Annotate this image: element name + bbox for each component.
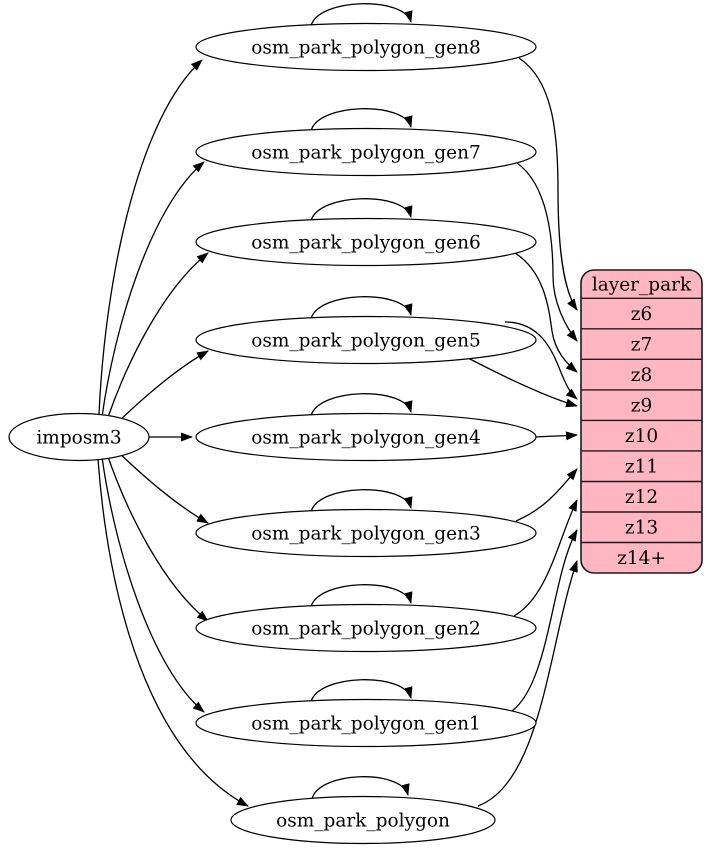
edge-gen5-to-z9-b — [467, 357, 578, 408]
self-update-loops — [310, 3, 413, 800]
node-osm-park-polygon-shape — [230, 795, 496, 845]
record-row-z9: z9 — [631, 396, 653, 417]
record-row-z12: z12 — [625, 487, 658, 508]
node-gen4-shape — [195, 412, 537, 462]
node-gen1-shape — [195, 698, 537, 748]
edge-gen2-to-z12 — [513, 499, 578, 617]
node-imposm3-label: imposm3 — [36, 428, 121, 449]
node-gen1-label: osm_park_polygon_gen1 — [251, 714, 481, 735]
edges-to-layer-rows — [467, 57, 578, 807]
node-gen4-label: osm_park_polygon_gen4 — [251, 428, 481, 449]
node-osm-park-polygon: osm_park_polygon — [230, 795, 496, 845]
edge-gen6-to-z8 — [514, 252, 578, 373]
record-row-z6: z6 — [631, 304, 653, 325]
edge-gen7-to-z7 — [516, 162, 578, 342]
node-osm-park-polygon-gen8: osm_park_polygon_gen8 — [195, 22, 537, 72]
node-gen7-shape — [195, 127, 537, 177]
self-loop-gen8 — [310, 3, 413, 27]
node-osm-park-polygon-gen7: osm_park_polygon_gen7 — [195, 127, 537, 177]
node-gen6-label: osm_park_polygon_gen6 — [251, 233, 481, 254]
record-row-z14: z14+ — [617, 548, 666, 569]
record-layer-park-body — [580, 269, 703, 574]
node-gen3-label: osm_park_polygon_gen3 — [251, 524, 481, 545]
node-imposm3-shape — [8, 412, 150, 462]
node-gen8-shape — [195, 22, 537, 72]
edge-gen4-to-z10 — [535, 431, 578, 441]
edge-imposm3-to-gen2 — [106, 453, 209, 622]
node-gen7-label: osm_park_polygon_gen7 — [251, 143, 481, 164]
edge-imposm3-to-gen1 — [101, 456, 205, 713]
node-gen8-label: osm_park_polygon_gen8 — [251, 38, 481, 59]
record-row-z8: z8 — [631, 365, 653, 386]
record-title: layer_park — [592, 275, 692, 296]
node-gen3-shape — [195, 508, 537, 558]
edge-imposm3-to-gen3 — [115, 449, 209, 524]
node-osm-park-polygon-gen2: osm_park_polygon_gen2 — [195, 603, 537, 653]
node-osm-park-polygon-gen1: osm_park_polygon_gen1 — [195, 698, 537, 748]
self-loop-gen3 — [310, 489, 413, 513]
edge-gen8-to-z6 — [518, 57, 578, 311]
record-layer-park: layer_park z6 z7 z8 z9 z10 z11 z12 z13 z… — [580, 269, 703, 574]
self-loop-gen7 — [310, 108, 413, 132]
record-row-z7: z7 — [631, 335, 653, 356]
edge-gen5-to-z9-a — [504, 321, 578, 400]
self-loop-gen5 — [310, 296, 413, 320]
node-imposm3: imposm3 — [8, 412, 150, 462]
self-loop-gen6 — [310, 198, 413, 222]
edge-osm-park-polygon-to-z14 — [477, 560, 578, 807]
node-osm-park-polygon-label: osm_park_polygon — [276, 811, 450, 832]
edge-imposm3-to-gen7 — [101, 161, 205, 418]
node-osm-park-polygon-gen3: osm_park_polygon_gen3 — [195, 508, 537, 558]
edge-imposm3-to-gen6 — [106, 252, 209, 421]
edge-imposm3-to-gen5 — [115, 350, 209, 425]
node-gen2-label: osm_park_polygon_gen2 — [251, 619, 481, 640]
record-row-z11: z11 — [625, 457, 658, 478]
edge-gen1-to-z13 — [511, 529, 578, 712]
edge-gen3-to-z11 — [515, 468, 578, 522]
node-gen5-shape — [195, 315, 537, 365]
node-osm-park-polygon-gen5: osm_park_polygon_gen5 — [195, 315, 537, 365]
node-osm-park-polygon-gen4: osm_park_polygon_gen4 — [195, 412, 537, 462]
edges-from-imposm3 — [97, 59, 249, 807]
node-osm-park-polygon-gen6: osm_park_polygon_gen6 — [195, 217, 537, 267]
node-gen6-shape — [195, 217, 537, 267]
record-row-separators — [581, 297, 702, 544]
record-row-z13: z13 — [625, 518, 658, 539]
edge-imposm3-to-osm-park-polygon — [97, 458, 249, 807]
node-gen2-shape — [195, 603, 537, 653]
self-loop-gen4 — [310, 393, 413, 417]
self-loop-gen2 — [310, 584, 413, 608]
node-gen5-label: osm_park_polygon_gen5 — [251, 331, 481, 352]
edge-imposm3-to-gen8 — [98, 59, 203, 415]
self-loop-osm-park-polygon — [311, 776, 410, 800]
record-row-z10: z10 — [625, 426, 658, 447]
self-loop-gen1 — [310, 679, 413, 703]
